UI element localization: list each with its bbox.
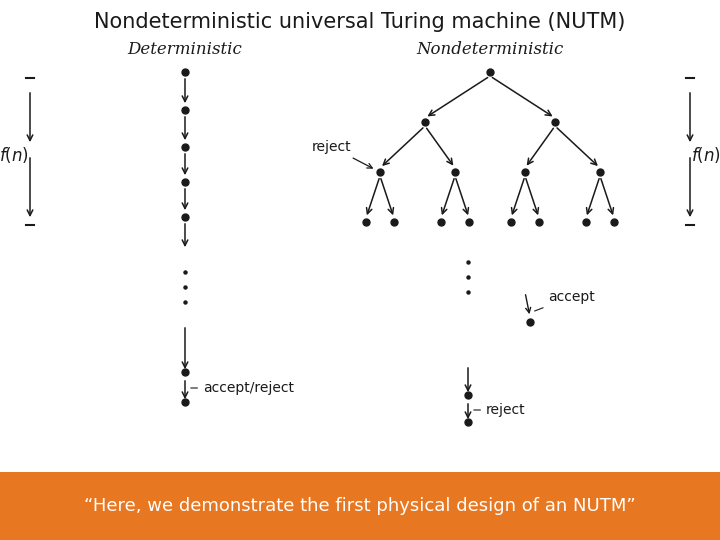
- Text: “Here, we demonstrate the first physical design of an NUTM”: “Here, we demonstrate the first physical…: [84, 497, 636, 515]
- Text: accept: accept: [534, 290, 595, 311]
- Text: reject: reject: [312, 140, 372, 168]
- Text: Nondeterministic universal Turing machine (NUTM): Nondeterministic universal Turing machin…: [94, 12, 626, 32]
- Text: Nondeterministic: Nondeterministic: [416, 42, 564, 58]
- Text: reject: reject: [474, 403, 526, 417]
- Text: $f(n)$: $f(n)$: [0, 145, 29, 165]
- Text: $f(n)$: $f(n)$: [691, 145, 720, 165]
- FancyBboxPatch shape: [0, 472, 720, 540]
- Text: accept/reject: accept/reject: [191, 381, 294, 395]
- Text: Deterministic: Deterministic: [127, 42, 243, 58]
